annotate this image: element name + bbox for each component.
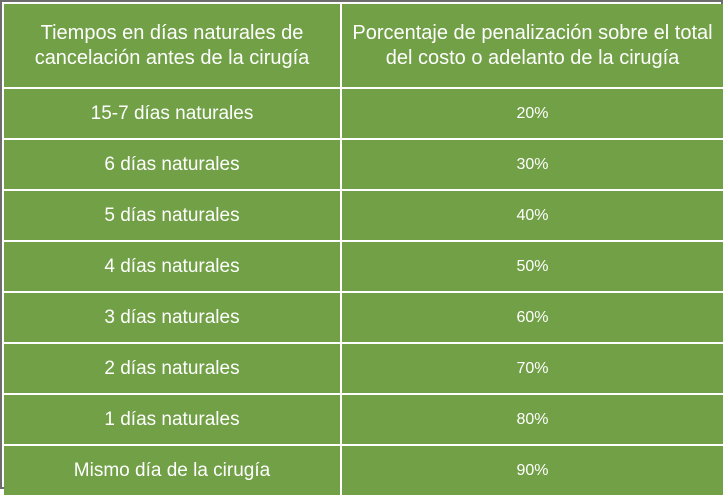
cancellation-time-cell: 15-7 días naturales (4, 87, 342, 140)
table-row: 4 días naturales 50% (4, 240, 723, 293)
penalty-percentage-cell: 80% (340, 393, 723, 446)
header-cancellation-time: Tiempos en días naturales de cancelación… (4, 4, 342, 89)
table-row: 5 días naturales 40% (4, 189, 723, 242)
table-header-row: Tiempos en días naturales de cancelación… (4, 4, 723, 89)
table-row: 2 días naturales 70% (4, 342, 723, 395)
table-row: 6 días naturales 30% (4, 138, 723, 191)
penalty-percentage-cell: 60% (340, 291, 723, 344)
cancellation-time-cell: 3 días naturales (4, 291, 342, 344)
header-penalty-percentage: Porcentaje de penalización sobre el tota… (340, 4, 723, 89)
table-row: Mismo día de la cirugía 90% (4, 444, 723, 495)
cancellation-time-cell: 5 días naturales (4, 189, 342, 242)
cancellation-time-cell: 6 días naturales (4, 138, 342, 191)
cancellation-time-cell: 4 días naturales (4, 240, 342, 293)
cancellation-penalty-table: Tiempos en días naturales de cancelación… (4, 4, 723, 495)
cancellation-time-cell: Mismo día de la cirugía (4, 444, 342, 495)
table-row: 1 días naturales 80% (4, 393, 723, 446)
table-row: 3 días naturales 60% (4, 291, 723, 344)
penalty-percentage-cell: 30% (340, 138, 723, 191)
penalty-percentage-cell: 40% (340, 189, 723, 242)
penalty-percentage-cell: 20% (340, 87, 723, 140)
table-row: 15-7 días naturales 20% (4, 87, 723, 140)
cancellation-time-cell: 2 días naturales (4, 342, 342, 395)
penalty-percentage-cell: 50% (340, 240, 723, 293)
penalty-percentage-cell: 90% (340, 444, 723, 495)
penalty-percentage-cell: 70% (340, 342, 723, 395)
cancellation-time-cell: 1 días naturales (4, 393, 342, 446)
